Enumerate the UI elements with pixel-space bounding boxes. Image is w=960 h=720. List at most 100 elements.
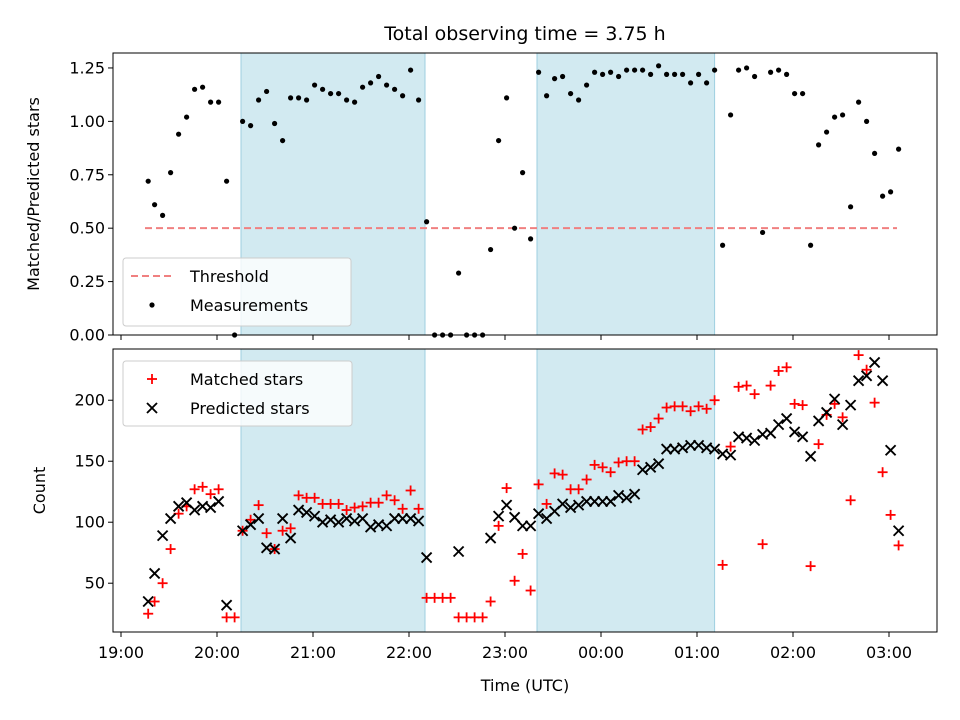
matched-star-point <box>557 469 568 480</box>
ratio-legend: Threshold Measurements <box>122 257 352 327</box>
matched-star-point <box>757 539 768 550</box>
count-legend: Matched stars Predicted stars <box>122 360 353 427</box>
matched-star-point <box>509 575 520 586</box>
predicted-star-point <box>268 543 281 555</box>
matched-star-point <box>253 500 264 511</box>
matched-star-point <box>357 501 368 512</box>
y-tick-label: 200 <box>74 391 105 410</box>
matched-star-point <box>765 380 776 391</box>
matched-star-point <box>869 397 880 408</box>
measurement-point <box>720 242 726 248</box>
matched-star-point <box>485 596 496 607</box>
cross-stroke <box>788 426 801 438</box>
predicted-star-point <box>780 412 793 425</box>
predicted-star-point <box>188 504 201 516</box>
matched-star-point <box>157 578 168 589</box>
predicted-star-point <box>868 356 881 369</box>
cross-stroke <box>644 461 657 473</box>
matched-star-point <box>733 381 744 392</box>
ratio-panel: 0.00 0.25 0.50 0.75 1.00 1.25 Total observing… <box>24 23 938 345</box>
ratio-panel-frame <box>112 52 938 336</box>
predicted-star-point <box>564 501 577 514</box>
matched-star-point <box>677 401 688 412</box>
matched-star-point <box>445 592 456 603</box>
predicted-star-point <box>572 499 585 511</box>
count-panel-frame <box>112 348 938 633</box>
predicted-star-point <box>236 525 249 537</box>
cross-stroke <box>188 504 201 516</box>
measurement-point <box>656 63 662 69</box>
predicted-star-point <box>692 439 705 452</box>
measurement-point <box>760 229 766 236</box>
predicted-star-point <box>220 599 233 611</box>
predicted-star-point <box>676 442 689 454</box>
predicted-star-point <box>484 532 497 544</box>
matched-star-point <box>861 364 872 375</box>
predicted-star-point <box>308 510 321 522</box>
measurement-point <box>280 137 286 144</box>
cross-stroke <box>748 434 761 447</box>
count-panel: 50 100 150 200 19:00 20:00 21:00 22:00 23:00 00:… <box>30 348 938 695</box>
cross-stroke <box>892 525 905 537</box>
matched-star-point <box>309 492 320 503</box>
measurement-point <box>560 73 566 80</box>
y-tick-label: 150 <box>74 452 105 471</box>
predicted-star-point <box>340 512 353 525</box>
predicted-star-point <box>876 375 889 387</box>
plus-marker <box>147 374 157 384</box>
cross-stroke <box>612 489 625 502</box>
measurement-point <box>272 120 278 127</box>
matched-star-point <box>533 479 544 490</box>
cross-stroke <box>564 501 577 514</box>
cross-stroke <box>572 499 585 511</box>
measurement-point <box>352 99 358 105</box>
predicted-star-point <box>532 508 545 520</box>
cross-stroke <box>308 510 321 522</box>
time-x-axis-label: Time (UTC) <box>480 676 569 695</box>
measurement-point <box>368 80 374 86</box>
measurement-point <box>568 90 574 97</box>
matched-star-point <box>205 489 216 500</box>
measurement-point <box>856 99 862 105</box>
cross-stroke <box>156 529 169 542</box>
measurement-point <box>832 114 838 120</box>
cross-stroke <box>604 495 617 508</box>
measurement-point <box>552 76 558 82</box>
matched-star-point <box>653 413 664 424</box>
measurements-legend-label: Measurements <box>190 296 308 315</box>
measurement-point <box>848 204 854 210</box>
measurement-point <box>896 146 902 152</box>
x-tick-label: 01:00 <box>674 643 720 662</box>
predicted-star-point <box>836 418 849 431</box>
cross-stroke <box>292 504 305 516</box>
cross-stroke <box>756 428 769 441</box>
cross-stroke <box>724 449 737 461</box>
measurement-point <box>328 90 334 97</box>
measurement-point <box>160 212 166 218</box>
cross-stroke <box>532 508 545 520</box>
measurement-point <box>200 84 206 90</box>
cross-stroke <box>692 439 705 452</box>
measurement-point <box>752 73 758 80</box>
matched-star-point <box>197 481 208 492</box>
cross-stroke <box>828 393 841 405</box>
matched-star-point <box>541 498 552 509</box>
matched-star-point <box>637 424 648 435</box>
matched-star-point <box>725 441 736 452</box>
predicted-star-point <box>492 510 505 522</box>
measurement-point <box>192 86 198 92</box>
predicted-star-point <box>148 567 161 580</box>
measurement-point <box>544 93 550 99</box>
ratio-y-axis-label: Matched/Predicted stars <box>24 97 43 291</box>
cross-stroke <box>452 545 465 558</box>
cross-stroke <box>524 520 537 532</box>
matched-star-point <box>389 495 400 506</box>
measurement-points <box>145 63 902 338</box>
predicted-star-point <box>844 399 857 411</box>
measurement-point <box>496 137 502 144</box>
count-legend-box <box>122 360 353 427</box>
measurement-point <box>792 90 798 97</box>
predicted-star-point <box>708 443 721 455</box>
x-tick-label: 02:00 <box>770 643 816 662</box>
matched-star-point <box>373 497 384 508</box>
